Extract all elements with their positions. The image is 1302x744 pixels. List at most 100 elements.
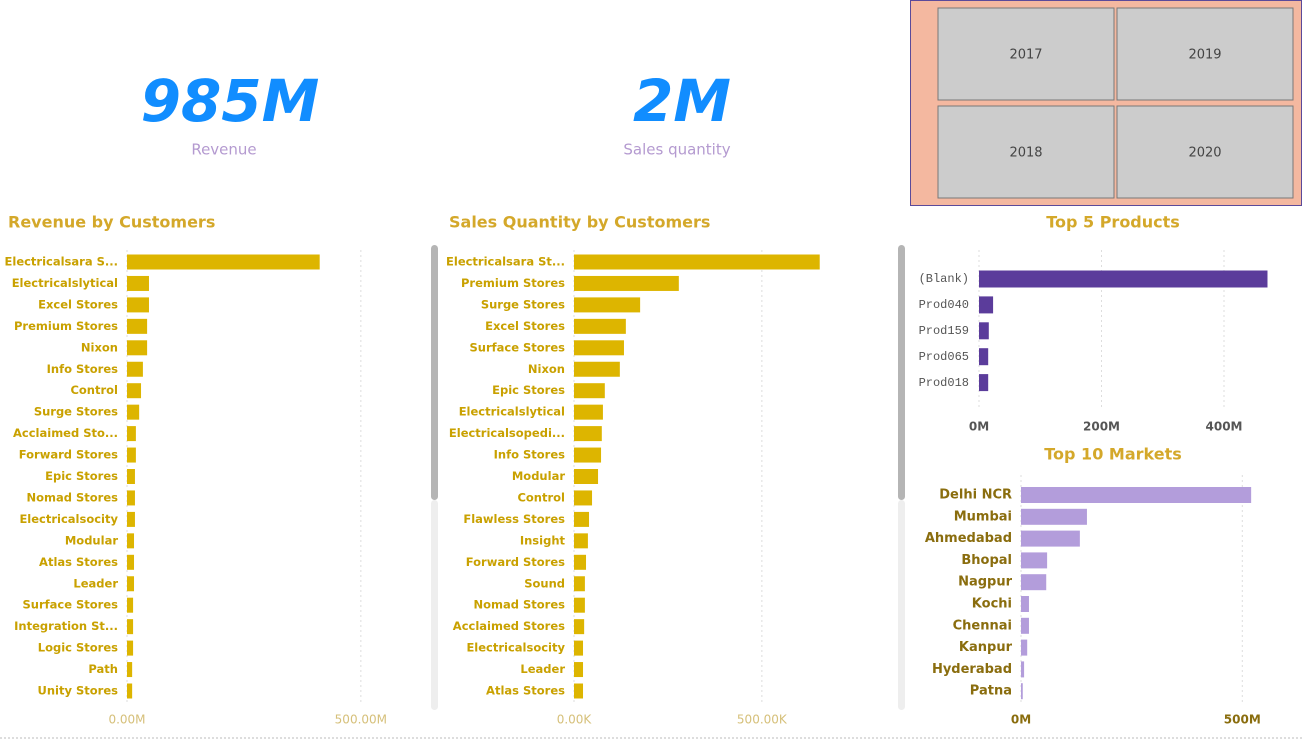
bar xyxy=(979,374,989,392)
bar xyxy=(127,597,134,613)
bar xyxy=(979,348,989,366)
x-tick-label: 500.00K xyxy=(737,713,788,727)
scrollbar xyxy=(431,245,438,500)
y-category-label: Kanpur xyxy=(959,640,1013,655)
x-tick-label: 400M xyxy=(1206,420,1243,434)
scrollbar xyxy=(898,245,905,500)
kpi-label: Revenue xyxy=(191,141,256,159)
y-category-label: Electricalslytical xyxy=(459,405,565,419)
chart-title: Sales Quantity by Customers xyxy=(449,213,710,232)
y-category-label: Sound xyxy=(524,576,565,590)
y-category-label: Integration St... xyxy=(14,619,118,633)
bar xyxy=(574,576,585,592)
kpi-value: 985M xyxy=(141,67,320,135)
y-category-label: Prod065 xyxy=(919,350,969,364)
y-category-label: Forward Stores xyxy=(19,448,118,462)
bar xyxy=(127,511,135,527)
bar xyxy=(574,662,584,678)
y-category-label: Electricalsara St... xyxy=(446,255,565,269)
bar xyxy=(574,383,605,399)
y-category-label: Acclaimed Stores xyxy=(453,619,565,633)
bar xyxy=(1021,683,1023,700)
slicer-label[interactable]: 2017 xyxy=(1009,48,1042,63)
y-category-label: Nomad Stores xyxy=(26,490,118,504)
y-category-label: Hyderabad xyxy=(932,662,1012,677)
y-category-label: Insight xyxy=(520,533,566,547)
bar xyxy=(127,275,149,291)
y-category-label: Excel Stores xyxy=(485,319,565,333)
bar xyxy=(1021,661,1025,678)
y-category-label: Excel Stores xyxy=(38,297,118,311)
y-category-label: Control xyxy=(70,383,118,397)
y-category-label: Prod040 xyxy=(919,298,969,312)
bar xyxy=(574,340,624,356)
bar xyxy=(1021,639,1028,656)
y-category-label: Prod159 xyxy=(919,324,969,338)
bar xyxy=(574,683,584,699)
bar xyxy=(127,340,148,356)
bar xyxy=(1021,530,1080,547)
y-category-label: Control xyxy=(517,490,565,504)
y-category-label: Unity Stores xyxy=(38,684,119,698)
x-tick-label: 0.00M xyxy=(108,713,145,727)
x-tick-label: 500.00M xyxy=(335,713,387,727)
bar xyxy=(1021,552,1048,569)
bar xyxy=(1021,508,1087,525)
y-category-label: Surface Stores xyxy=(22,598,118,612)
scroll-track xyxy=(898,500,905,710)
y-category-label: Electricalsara S... xyxy=(5,255,118,269)
bar xyxy=(979,296,994,314)
x-tick-label: 0M xyxy=(1011,713,1031,727)
y-category-label: Prod018 xyxy=(919,376,969,390)
y-category-label: Flawless Stores xyxy=(463,512,565,526)
y-category-label: Surge Stores xyxy=(34,405,118,419)
slicer-button[interactable] xyxy=(937,105,1115,199)
y-category-label: Forward Stores xyxy=(466,555,565,569)
chart-title: Top 10 Markets xyxy=(1044,445,1181,464)
bar xyxy=(574,469,599,484)
bar xyxy=(127,533,135,549)
chart-title: Top 5 Products xyxy=(1046,213,1180,232)
bar xyxy=(574,533,588,549)
y-category-label: Kochi xyxy=(972,597,1012,612)
chart-title: Revenue by Customers xyxy=(8,213,215,232)
slicer-button[interactable] xyxy=(1116,105,1294,199)
slicer-button[interactable] xyxy=(1116,7,1294,101)
bar xyxy=(127,426,136,442)
slicer-label[interactable]: 2020 xyxy=(1188,146,1221,161)
y-category-label: Epic Stores xyxy=(45,469,118,483)
y-category-label: Chennai xyxy=(953,618,1012,633)
y-category-label: Atlas Stores xyxy=(39,555,118,569)
y-category-label: Patna xyxy=(970,684,1012,699)
bar xyxy=(574,490,593,506)
bar xyxy=(127,576,135,592)
bar xyxy=(979,270,1268,288)
y-category-label: Info Stores xyxy=(494,448,566,462)
y-category-label: Nixon xyxy=(528,362,565,376)
slicer-label[interactable]: 2018 xyxy=(1009,146,1042,161)
y-category-label: Delhi NCR xyxy=(939,488,1012,503)
bar xyxy=(127,469,135,484)
y-category-label: Modular xyxy=(65,533,118,547)
bar xyxy=(127,683,133,699)
y-category-label: Leader xyxy=(520,662,565,676)
bar xyxy=(127,554,135,570)
y-category-label: Mumbai xyxy=(954,509,1012,524)
y-category-label: Logic Stores xyxy=(38,641,118,655)
bar xyxy=(574,361,620,377)
slicer-button[interactable] xyxy=(937,7,1115,101)
y-category-label: Leader xyxy=(73,576,118,590)
slicer-label[interactable]: 2019 xyxy=(1188,48,1221,63)
scroll-track xyxy=(431,500,438,710)
y-category-label: Ahmedabad xyxy=(925,531,1012,546)
bar xyxy=(1021,487,1252,503)
bar xyxy=(574,318,626,334)
y-category-label: Atlas Stores xyxy=(486,684,565,698)
bar xyxy=(574,619,585,635)
bar xyxy=(574,597,585,613)
bar xyxy=(1021,617,1029,634)
y-category-label: Bhopal xyxy=(961,553,1012,568)
y-category-label: Nomad Stores xyxy=(473,598,565,612)
y-category-label: Premium Stores xyxy=(461,276,565,290)
